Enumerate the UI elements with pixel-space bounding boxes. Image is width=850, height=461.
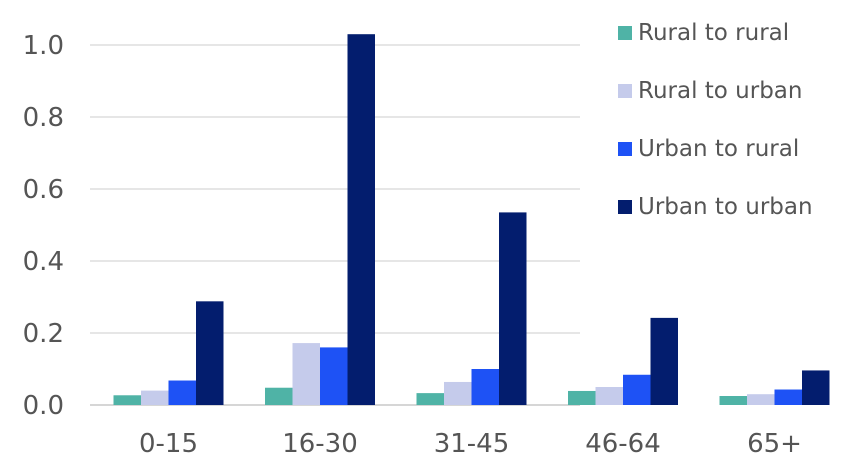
bar-rural-to-urban-0-15	[141, 390, 169, 405]
legend-item: Rural to urban	[618, 62, 813, 120]
bar-rural-to-rural-0-15	[113, 395, 141, 405]
legend-label: Rural to urban	[638, 78, 803, 104]
y-tick-label: 0.0	[23, 391, 64, 421]
legend-label: Urban to urban	[638, 194, 813, 220]
bar-urban-to-rural-65+	[774, 389, 802, 405]
legend-label: Urban to rural	[638, 136, 800, 162]
bar-urban-to-urban-46-64	[650, 317, 678, 405]
y-tick-label: 0.8	[23, 103, 64, 133]
bar-rural-to-urban-31-45	[444, 381, 472, 405]
bar-urban-to-urban-16-30	[347, 34, 375, 405]
legend-swatch	[618, 200, 632, 214]
y-tick-label: 0.2	[23, 319, 64, 349]
legend-item: Urban to urban	[618, 178, 813, 236]
legend-label: Rural to rural	[638, 20, 790, 46]
bar-rural-to-urban-16-30	[292, 343, 320, 405]
bar-rural-to-rural-16-30	[265, 387, 293, 405]
bar-rural-to-rural-46-64	[568, 390, 596, 405]
bar-urban-to-rural-0-15	[168, 380, 196, 405]
bar-urban-to-urban-31-45	[499, 212, 527, 405]
y-tick-label: 0.4	[23, 247, 64, 277]
bar-urban-to-urban-65+	[802, 370, 830, 405]
y-tick-label: 1.0	[23, 31, 64, 61]
y-axis-tick-labels: 0.0 0.2 0.4 0.6 0.8 1.0	[23, 31, 64, 421]
x-tick-label: 16-30	[282, 429, 358, 459]
bar-urban-to-urban-0-15	[196, 301, 224, 405]
bar-rural-to-urban-46-64	[595, 387, 623, 405]
legend-swatch	[618, 142, 632, 156]
legend-item: Rural to rural	[618, 4, 813, 62]
x-tick-label: 31-45	[434, 429, 510, 459]
x-tick-label: 65+	[747, 429, 802, 459]
bar-rural-to-rural-31-45	[416, 393, 444, 405]
bars	[113, 34, 830, 405]
legend-swatch	[618, 84, 632, 98]
bar-urban-to-rural-31-45	[471, 369, 499, 405]
bar-rural-to-urban-65+	[747, 394, 775, 405]
x-tick-label: 0-15	[139, 429, 198, 459]
bar-urban-to-rural-46-64	[623, 374, 651, 405]
y-tick-label: 0.6	[23, 175, 64, 205]
legend: Rural to rural Rural to urban Urban to rur…	[618, 4, 813, 236]
x-axis-tick-labels: 0-15 16-30 31-45 46-64 65+	[139, 429, 802, 459]
bar-urban-to-rural-16-30	[320, 347, 348, 405]
x-tick-label: 46-64	[585, 429, 661, 459]
bar-rural-to-rural-65+	[719, 396, 747, 405]
legend-swatch	[618, 26, 632, 40]
legend-item: Urban to rural	[618, 120, 813, 178]
